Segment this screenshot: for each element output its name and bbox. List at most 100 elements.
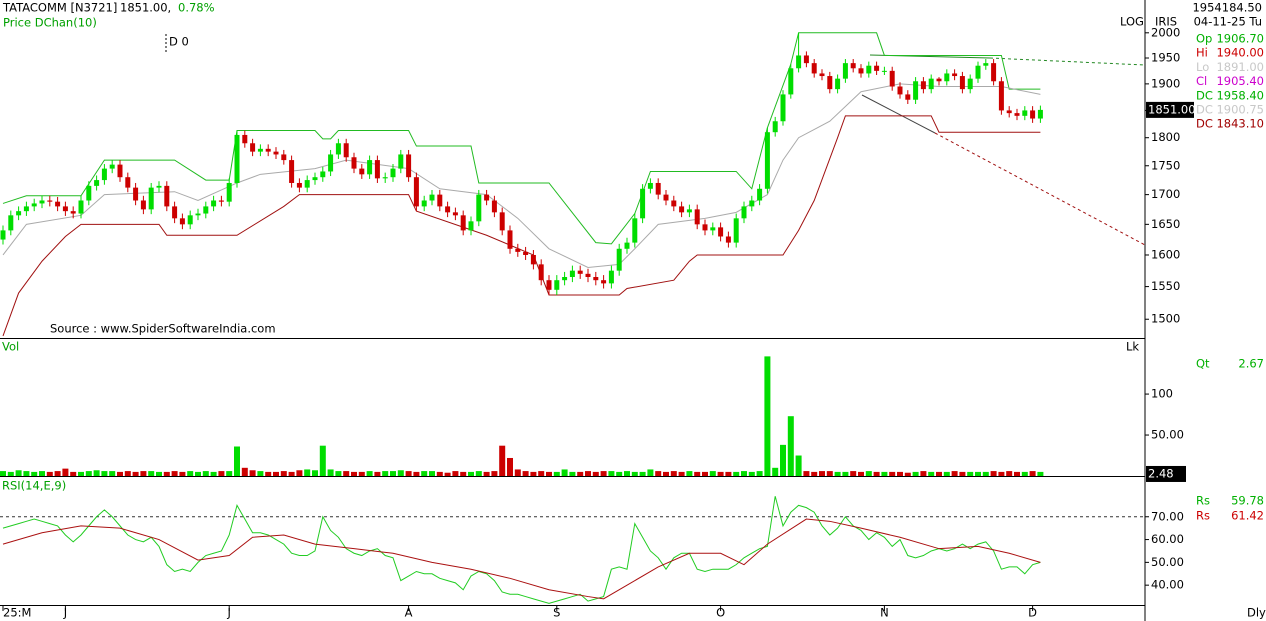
candle-body xyxy=(312,177,318,181)
candle-body xyxy=(1006,110,1012,114)
candle-body xyxy=(1022,110,1028,116)
symbol: TATACOMM [N3721] xyxy=(2,1,117,15)
candle-body xyxy=(179,218,185,225)
candle-body xyxy=(640,188,646,219)
volume-bar xyxy=(772,467,779,476)
volume-bar xyxy=(842,471,849,476)
candle-body xyxy=(819,73,825,77)
info-label: Rs xyxy=(1196,509,1210,523)
candle-body xyxy=(125,177,131,188)
volume-bar xyxy=(351,471,357,476)
volume-bar xyxy=(920,471,927,476)
volume-bar xyxy=(70,471,77,476)
volume-bar xyxy=(912,471,919,476)
candle-body xyxy=(827,76,833,90)
panel-title: Vol xyxy=(2,340,19,354)
price-text: 1851.00, xyxy=(120,1,171,15)
y-tick-label: 1700 xyxy=(1151,187,1180,201)
volume-bar xyxy=(234,446,240,476)
trend-line xyxy=(861,94,936,134)
x-tick-label: N xyxy=(880,606,889,620)
candle-body xyxy=(499,212,505,231)
volume-bar xyxy=(1029,471,1036,476)
volume-bar xyxy=(943,471,950,476)
volume-bar xyxy=(624,471,630,476)
candle-body xyxy=(296,182,302,188)
candle-body xyxy=(530,254,536,265)
volume-bar xyxy=(163,471,170,476)
volume-bar xyxy=(374,471,381,476)
candle-body xyxy=(148,187,154,210)
candle-body xyxy=(655,182,661,195)
candle-body xyxy=(803,55,809,64)
info-value: 1958.40 xyxy=(1216,88,1264,102)
candle-body xyxy=(156,185,162,188)
candle-body xyxy=(382,177,388,179)
candle-body xyxy=(140,200,146,210)
volume-bar xyxy=(967,471,974,476)
candle-body xyxy=(273,151,279,155)
y-tick-label: 1600 xyxy=(1151,247,1180,261)
volume-bar xyxy=(647,469,654,476)
volume-bar xyxy=(522,471,529,476)
candle-body xyxy=(998,81,1004,111)
volume-bar xyxy=(15,470,22,476)
candle-body xyxy=(811,63,817,74)
volume-bar xyxy=(741,471,747,476)
volume-bar xyxy=(780,444,786,476)
y-tick-label: 1550 xyxy=(1151,279,1180,293)
volume-bar xyxy=(725,471,732,476)
candle-body xyxy=(351,157,357,169)
x-tick-label: 25:M xyxy=(3,606,31,620)
volume-bar xyxy=(46,471,53,476)
candle-body xyxy=(491,200,497,213)
candle-body xyxy=(944,73,950,82)
candle-body xyxy=(679,206,685,213)
candle-body xyxy=(242,134,248,144)
rsi-line xyxy=(2,518,1041,600)
candle-body xyxy=(788,68,794,95)
info-value: 2.67 xyxy=(1238,357,1264,371)
candle-body xyxy=(585,273,591,278)
info-label: DC xyxy=(1196,88,1213,102)
candle-body xyxy=(117,164,123,178)
volume-bar xyxy=(530,471,537,476)
volume-bar xyxy=(865,471,872,476)
candle-body xyxy=(702,224,708,231)
volume-bar xyxy=(288,471,295,476)
info-label: Op xyxy=(1196,32,1212,46)
volume-bar xyxy=(452,471,459,476)
volume-bar xyxy=(468,471,474,476)
candle-body xyxy=(0,230,6,240)
candle-body xyxy=(796,55,802,69)
candle-body xyxy=(718,227,724,237)
candle-body xyxy=(663,194,669,201)
volume-bar xyxy=(592,471,599,476)
period: Dly xyxy=(1247,606,1266,620)
candle-body xyxy=(16,211,22,216)
volume-bar xyxy=(936,471,942,476)
candle-body xyxy=(538,264,544,281)
x-tick-label: S xyxy=(553,606,560,620)
volume-bar xyxy=(904,472,911,476)
candle-body xyxy=(218,200,224,202)
cursor-label: D 0 xyxy=(169,35,189,49)
volume-bar xyxy=(429,471,435,476)
info-value: 1900.75 xyxy=(1216,103,1264,117)
unit-label: Lk xyxy=(1126,340,1139,354)
iris-label: IRIS xyxy=(1155,15,1177,29)
candle-body xyxy=(936,78,942,82)
info-label: Qt xyxy=(1196,357,1210,371)
volume-bar xyxy=(577,471,584,476)
info-label: Lo xyxy=(1196,60,1209,74)
volume-bar xyxy=(444,472,451,476)
panel-title: RSI(14,E,9) xyxy=(2,479,66,493)
volume-bar xyxy=(748,471,755,476)
volume-bar xyxy=(585,471,591,476)
value-box-label: 2.48 xyxy=(1148,466,1174,480)
candle-body xyxy=(437,194,443,207)
volume-bar xyxy=(858,471,864,476)
candle-body xyxy=(983,63,989,66)
volume-bar xyxy=(600,471,607,476)
volume-bar xyxy=(273,471,279,476)
